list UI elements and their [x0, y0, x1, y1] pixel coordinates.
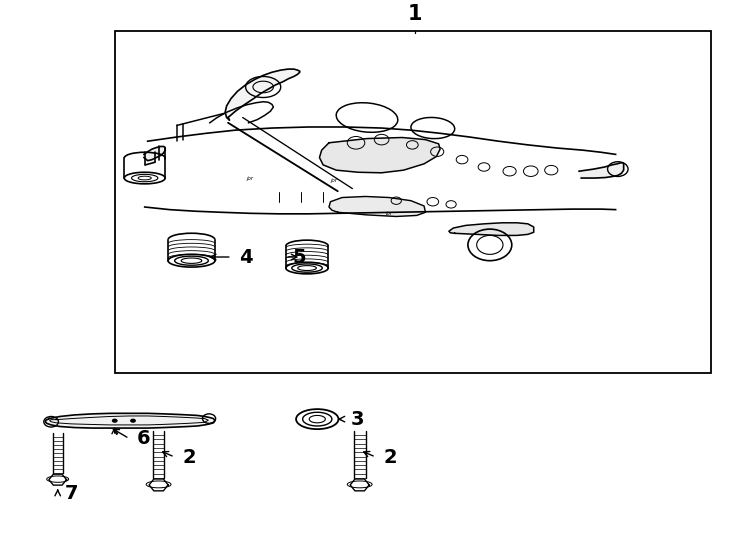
Bar: [115, 31, 711, 373]
Polygon shape: [449, 223, 534, 235]
Text: 1: 1: [407, 4, 422, 24]
Text: 2: 2: [182, 448, 196, 467]
Text: 2: 2: [383, 448, 396, 467]
Polygon shape: [144, 146, 165, 161]
Text: 3: 3: [351, 410, 364, 429]
Polygon shape: [329, 197, 426, 217]
Text: 5: 5: [292, 247, 306, 267]
Polygon shape: [579, 163, 624, 178]
Polygon shape: [46, 413, 215, 428]
Text: 4: 4: [239, 247, 252, 267]
Circle shape: [112, 418, 117, 423]
Text: 7: 7: [65, 484, 79, 503]
Polygon shape: [319, 138, 440, 173]
Text: jor: jor: [247, 176, 253, 180]
Text: 6: 6: [137, 429, 150, 448]
Circle shape: [130, 418, 136, 423]
Text: jor: jor: [330, 178, 338, 183]
Polygon shape: [225, 69, 299, 120]
Text: jor: jor: [385, 211, 393, 216]
